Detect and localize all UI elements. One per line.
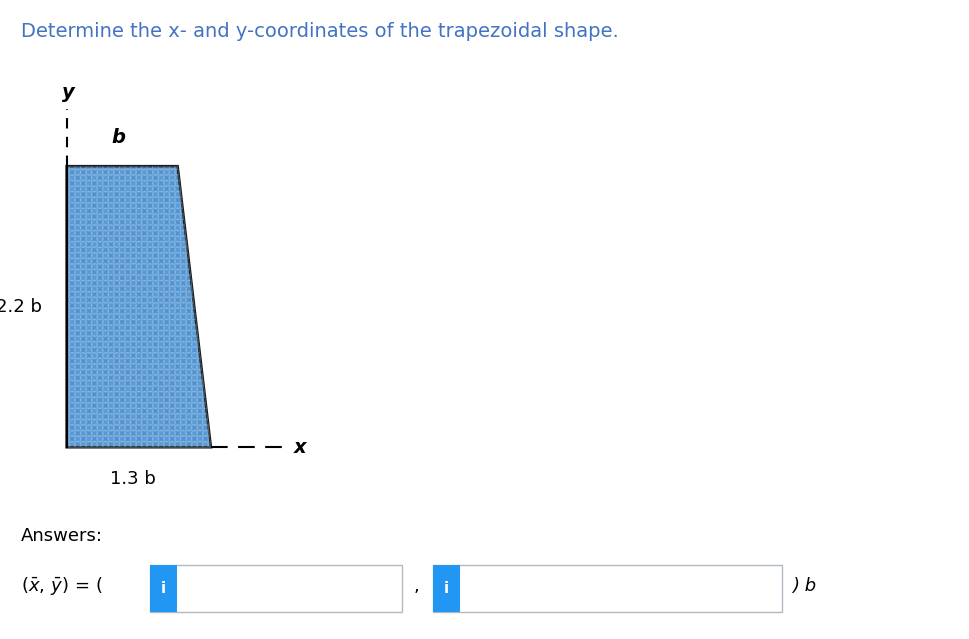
Polygon shape xyxy=(67,166,211,447)
FancyBboxPatch shape xyxy=(150,565,177,612)
FancyBboxPatch shape xyxy=(433,565,460,612)
Text: ) b: ) b xyxy=(792,578,816,596)
Text: b: b xyxy=(111,128,126,147)
Text: i: i xyxy=(444,581,450,596)
Text: ,: , xyxy=(414,578,420,596)
Text: x: x xyxy=(295,438,307,457)
Text: Determine the x- and y-coordinates of the trapezoidal shape.: Determine the x- and y-coordinates of th… xyxy=(21,22,619,42)
Text: 1.3 b: 1.3 b xyxy=(110,470,156,488)
Text: i: i xyxy=(161,581,167,596)
FancyBboxPatch shape xyxy=(150,565,402,612)
FancyBboxPatch shape xyxy=(433,565,782,612)
Text: 2.2 b: 2.2 b xyxy=(0,298,43,316)
Text: $(\bar{x},\, \bar{y})$ = (: $(\bar{x},\, \bar{y})$ = ( xyxy=(21,575,105,597)
Text: Answers:: Answers: xyxy=(21,527,104,545)
Text: y: y xyxy=(62,83,76,102)
